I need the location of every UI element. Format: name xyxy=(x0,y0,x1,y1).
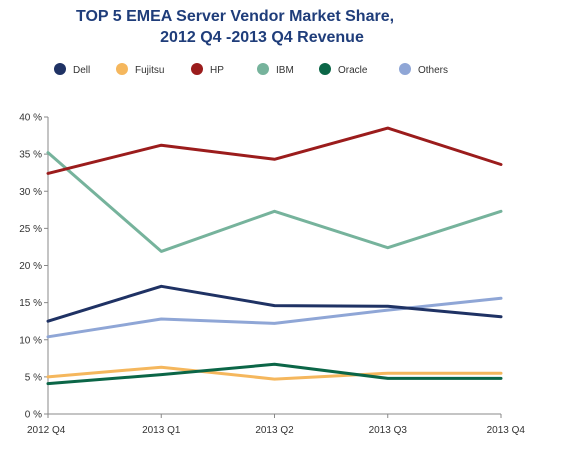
legend-marker xyxy=(116,63,128,75)
series-line-fujitsu xyxy=(46,365,503,381)
legend-label: HP xyxy=(210,65,224,76)
x-tick-label: 2013 Q3 xyxy=(369,425,408,436)
x-tick-label: 2012 Q4 xyxy=(27,425,66,436)
legend-marker xyxy=(257,63,269,75)
legend-marker xyxy=(191,63,203,75)
x-tick-label: 2013 Q1 xyxy=(142,425,181,436)
series-line-others xyxy=(46,296,503,339)
y-tick-label: 40 % xyxy=(19,113,42,124)
legend-label: Oracle xyxy=(338,65,368,76)
y-tick-label: 25 % xyxy=(19,224,42,235)
chart-title-line-1: TOP 5 EMEA Server Vendor Market Share, xyxy=(76,8,394,25)
legend: Dell Fujitsu HP IBM Oracle Others xyxy=(54,63,448,76)
x-tick-label: 2013 Q2 xyxy=(255,425,294,436)
y-tick-label: 5 % xyxy=(25,372,42,383)
series-line-dell xyxy=(46,284,503,323)
legend-marker xyxy=(399,63,411,75)
legend-marker xyxy=(319,63,331,75)
legend-label: IBM xyxy=(276,65,294,76)
y-tick-label: 0 % xyxy=(25,410,42,421)
y-tick-label: 20 % xyxy=(19,261,42,272)
y-tick-label: 35 % xyxy=(19,150,42,161)
legend-label: Dell xyxy=(73,65,90,76)
legend-label: Others xyxy=(418,65,448,76)
legend-marker xyxy=(54,63,66,75)
x-tick-label: 2013 Q4 xyxy=(487,425,526,436)
y-tick-label: 15 % xyxy=(19,298,42,309)
legend-label: Fujitsu xyxy=(135,65,164,76)
series-line-oracle xyxy=(46,362,503,386)
series-line-hp xyxy=(46,126,503,175)
y-tick-label: 10 % xyxy=(19,335,42,346)
plot-area xyxy=(46,126,503,386)
y-tick-label: 30 % xyxy=(19,187,42,198)
chart-title: TOP 5 EMEA Server Vendor Market Share, 2… xyxy=(76,8,394,46)
chart-title-line-2: 2012 Q4 -2013 Q4 Revenue xyxy=(160,29,364,46)
axes: 0 % 5 % 10 % 15 % 20 % 25 % 30 % 35 % 40 % 2012 Q… xyxy=(19,113,525,437)
series-line-ibm xyxy=(46,151,503,253)
